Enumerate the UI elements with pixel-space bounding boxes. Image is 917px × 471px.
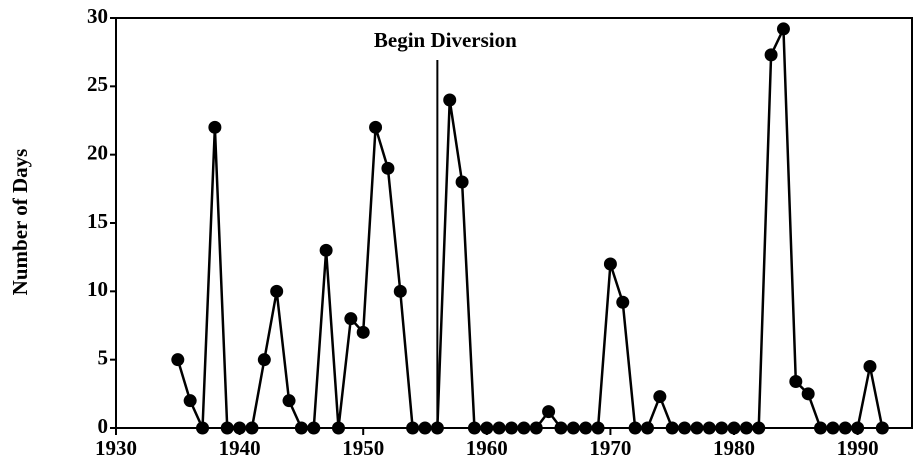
data-point	[282, 394, 296, 408]
y-tick-label: 10	[87, 277, 108, 301]
data-point	[851, 421, 865, 435]
y-axis-label: Number of Days	[8, 149, 32, 296]
x-tick-label: 1940	[219, 436, 261, 460]
data-point	[665, 421, 679, 435]
x-tick-label: 1950	[342, 436, 384, 460]
data-point	[826, 421, 840, 435]
data-point	[752, 421, 766, 435]
data-point	[789, 375, 803, 389]
data-point	[640, 421, 654, 435]
data-point	[727, 421, 741, 435]
data-point	[208, 120, 222, 134]
data-point	[690, 421, 704, 435]
data-point	[863, 360, 877, 373]
data-point	[443, 93, 457, 107]
plot-frame	[115, 17, 913, 429]
x-tick-label: 1930	[95, 436, 137, 460]
data-point	[715, 421, 729, 435]
data-point	[764, 48, 778, 62]
data-point	[270, 284, 284, 298]
x-tick-label: 1970	[589, 436, 631, 460]
data-point	[776, 22, 790, 36]
data-point	[418, 421, 432, 435]
x-tick-label: 1990	[837, 436, 879, 460]
x-tick-label: 1960	[466, 436, 508, 460]
data-point	[183, 394, 197, 408]
data-point	[455, 175, 469, 189]
data-point	[467, 421, 481, 435]
data-point	[344, 312, 358, 326]
data-point	[381, 161, 395, 175]
data-point	[702, 421, 716, 435]
data-point	[801, 387, 815, 401]
data-point	[245, 421, 259, 435]
data-point	[554, 421, 568, 435]
data-point	[875, 421, 889, 435]
data-point	[480, 421, 494, 435]
data-point	[739, 421, 753, 435]
x-tick-label: 1980	[713, 436, 755, 460]
data-point	[505, 421, 519, 435]
data-point	[369, 120, 383, 134]
data-point	[171, 353, 185, 367]
data-point	[319, 243, 333, 257]
data-point	[517, 421, 531, 435]
data-point	[430, 421, 444, 435]
y-tick-label: 30	[87, 4, 108, 28]
data-point	[542, 405, 556, 419]
data-point	[628, 421, 642, 435]
data-point	[492, 421, 506, 435]
data-line	[176, 28, 884, 430]
data-point	[294, 421, 308, 435]
data-point	[579, 421, 593, 435]
data-point	[393, 284, 407, 298]
data-point	[356, 325, 370, 339]
y-tick-label: 15	[87, 209, 108, 233]
data-point	[678, 421, 692, 435]
data-point	[603, 257, 617, 271]
data-point	[838, 421, 852, 435]
y-tick-label: 25	[87, 72, 108, 96]
y-tick-label: 5	[98, 345, 109, 369]
data-point	[196, 421, 210, 435]
data-point	[257, 353, 271, 367]
data-point	[616, 295, 630, 309]
data-point	[653, 390, 667, 404]
annotation: Begin Diversion	[374, 28, 517, 52]
data-point	[591, 421, 605, 435]
data-point	[406, 421, 420, 435]
data-point	[814, 421, 828, 435]
data-point	[529, 421, 543, 435]
data-point	[331, 421, 345, 435]
data-point	[220, 421, 234, 435]
data-point	[566, 421, 580, 435]
y-tick-label: 0	[98, 414, 109, 438]
data-point	[233, 421, 247, 435]
data-point	[307, 421, 321, 435]
y-tick-label: 20	[87, 140, 108, 164]
